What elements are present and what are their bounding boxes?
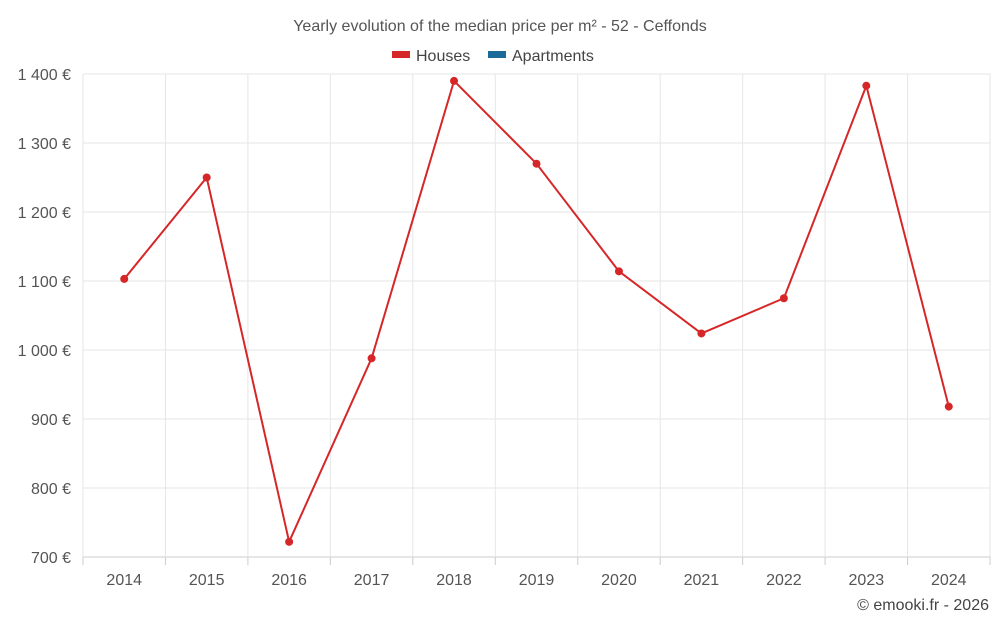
x-tick-label: 2014 (106, 572, 142, 589)
data-point[interactable] (697, 329, 706, 338)
data-point[interactable] (367, 354, 376, 363)
y-tick-label: 1 100 € (18, 274, 71, 291)
y-tick-label: 900 € (31, 412, 71, 429)
data-point[interactable] (120, 274, 129, 283)
x-axis-tick-labels: 2014 2015 2016 2017 2018 2019 2020 2021 2022 2023… (106, 572, 966, 589)
legend-item-apartments[interactable]: Apartments (488, 48, 594, 65)
credit-text: © emooki.fr - 2026 (857, 597, 989, 614)
data-point[interactable] (202, 173, 211, 182)
x-tick-label: 2017 (354, 572, 390, 589)
data-point[interactable] (532, 159, 541, 168)
y-tick-label: 700 € (31, 550, 71, 567)
x-tick-label: 2019 (519, 572, 555, 589)
x-tick-label: 2016 (271, 572, 307, 589)
x-tick-label: 2015 (189, 572, 225, 589)
y-tick-label: 800 € (31, 481, 71, 498)
series-houses (120, 76, 953, 546)
y-tick-label: 1 300 € (18, 136, 71, 153)
grid-lines (82, 73, 991, 565)
y-tick-label: 1 200 € (18, 205, 71, 222)
x-tick-label: 2018 (436, 572, 472, 589)
data-point[interactable] (614, 267, 623, 276)
x-tick-label: 2021 (684, 572, 720, 589)
legend-label-apartments: Apartments (512, 48, 594, 65)
chart-title: Yearly evolution of the median price per… (293, 18, 707, 35)
y-tick-label: 1 400 € (18, 67, 71, 84)
data-point[interactable] (779, 294, 788, 303)
y-axis-tick-labels: 700 € 800 € 900 € 1 000 € 1 100 € 1 200 € 1 30… (18, 67, 71, 567)
x-tick-label: 2023 (849, 572, 885, 589)
data-point[interactable] (450, 76, 459, 85)
legend-swatch-apartments (488, 51, 506, 58)
x-tick-label: 2022 (766, 572, 802, 589)
y-tick-label: 1 000 € (18, 343, 71, 360)
legend-item-houses[interactable]: Houses (392, 48, 470, 65)
x-tick-label: 2020 (601, 572, 637, 589)
data-point[interactable] (944, 402, 953, 411)
legend: Houses Apartments (392, 48, 594, 65)
legend-swatch-houses (392, 51, 410, 58)
legend-label-houses: Houses (416, 48, 470, 65)
data-point[interactable] (862, 81, 871, 90)
x-tick-label: 2024 (931, 572, 967, 589)
data-point[interactable] (285, 537, 294, 546)
